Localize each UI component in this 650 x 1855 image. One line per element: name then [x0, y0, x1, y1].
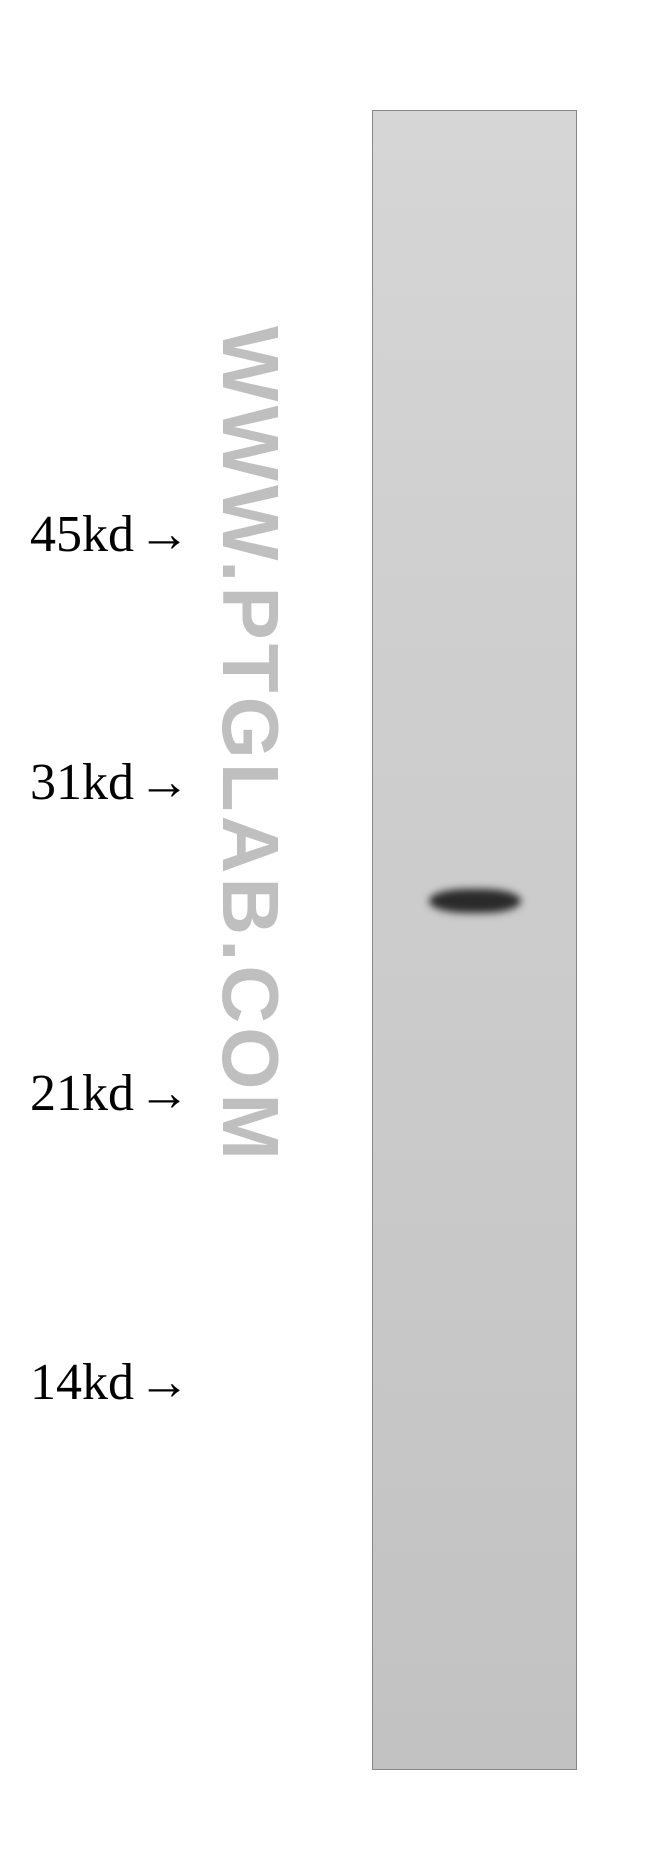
watermark-text: WWW.PTGLAB.COM — [204, 326, 296, 1606]
mw-marker-label: 45kd — [30, 505, 134, 564]
marker-arrow-icon: → — [138, 505, 184, 564]
mw-marker-label: 31kd — [30, 753, 134, 812]
mw-marker-31kd: 31kd → — [30, 753, 184, 812]
western-blot-figure: WWW.PTGLAB.COM 45kd → 31kd → 21kd → 14kd… — [0, 0, 650, 1855]
mw-marker-21kd: 21kd → — [30, 1064, 184, 1123]
marker-arrow-icon: → — [138, 753, 184, 812]
mw-marker-label: 21kd — [30, 1064, 134, 1123]
marker-arrow-icon: → — [138, 1064, 184, 1123]
mw-marker-14kd: 14kd → — [30, 1353, 184, 1412]
mw-marker-45kd: 45kd → — [30, 505, 184, 564]
blot-lane — [372, 110, 577, 1770]
mw-marker-label: 14kd — [30, 1353, 134, 1412]
protein-band — [429, 889, 521, 913]
marker-arrow-icon: → — [138, 1353, 184, 1412]
